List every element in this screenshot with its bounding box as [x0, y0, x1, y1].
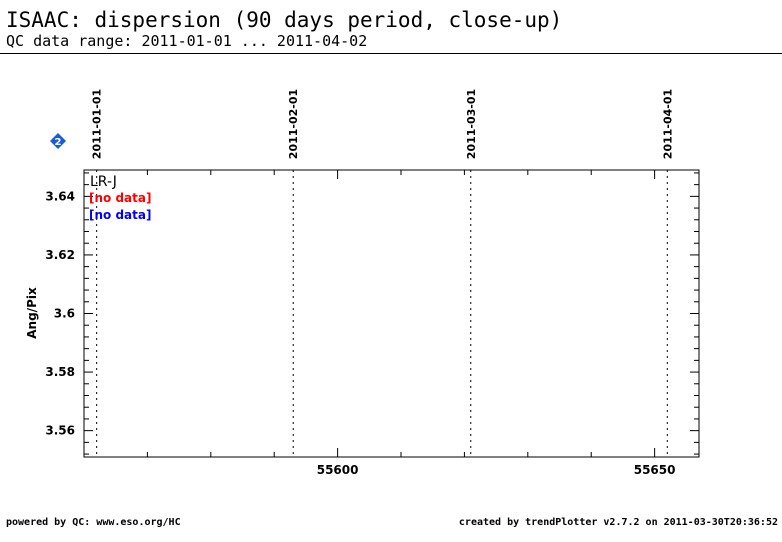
y-axis-label: Ang/Pix: [25, 287, 39, 339]
x-tick-label: 55650: [634, 463, 676, 477]
title-divider: [0, 53, 782, 54]
plot-frame: [83, 169, 700, 458]
panel-label: LR-J: [90, 174, 117, 190]
page-title: ISAAC: dispersion (90 days period, close…: [6, 8, 563, 32]
date-marker-label: 2011-03-01: [465, 89, 478, 159]
diamond-2-icon: 2: [50, 133, 66, 149]
date-marker-label: 2011-04-01: [661, 89, 674, 159]
no-data-annotation-2: [no data]: [89, 208, 151, 222]
created-by-footer: created by trendPlotter v2.7.2 on 2011-0…: [458, 517, 778, 528]
date-marker-label: 2011-01-01: [91, 89, 104, 159]
y-tick-label: 3.6: [54, 307, 75, 321]
y-tick-label: 3.56: [45, 424, 75, 438]
date-marker-label: 2011-02-01: [287, 89, 300, 159]
powered-by-footer: powered by QC: www.eso.org/HC: [6, 517, 181, 528]
no-data-annotation-1: [no data]: [89, 191, 151, 205]
badge-number: 2: [55, 137, 62, 148]
y-tick-label: 3.64: [45, 189, 75, 203]
y-tick-label: 3.58: [45, 365, 75, 379]
data-range-subtitle: QC data range: 2011-01-01 ... 2011-04-02: [6, 32, 368, 50]
y-tick-label: 3.62: [45, 248, 75, 262]
x-tick-label: 55600: [317, 463, 359, 477]
